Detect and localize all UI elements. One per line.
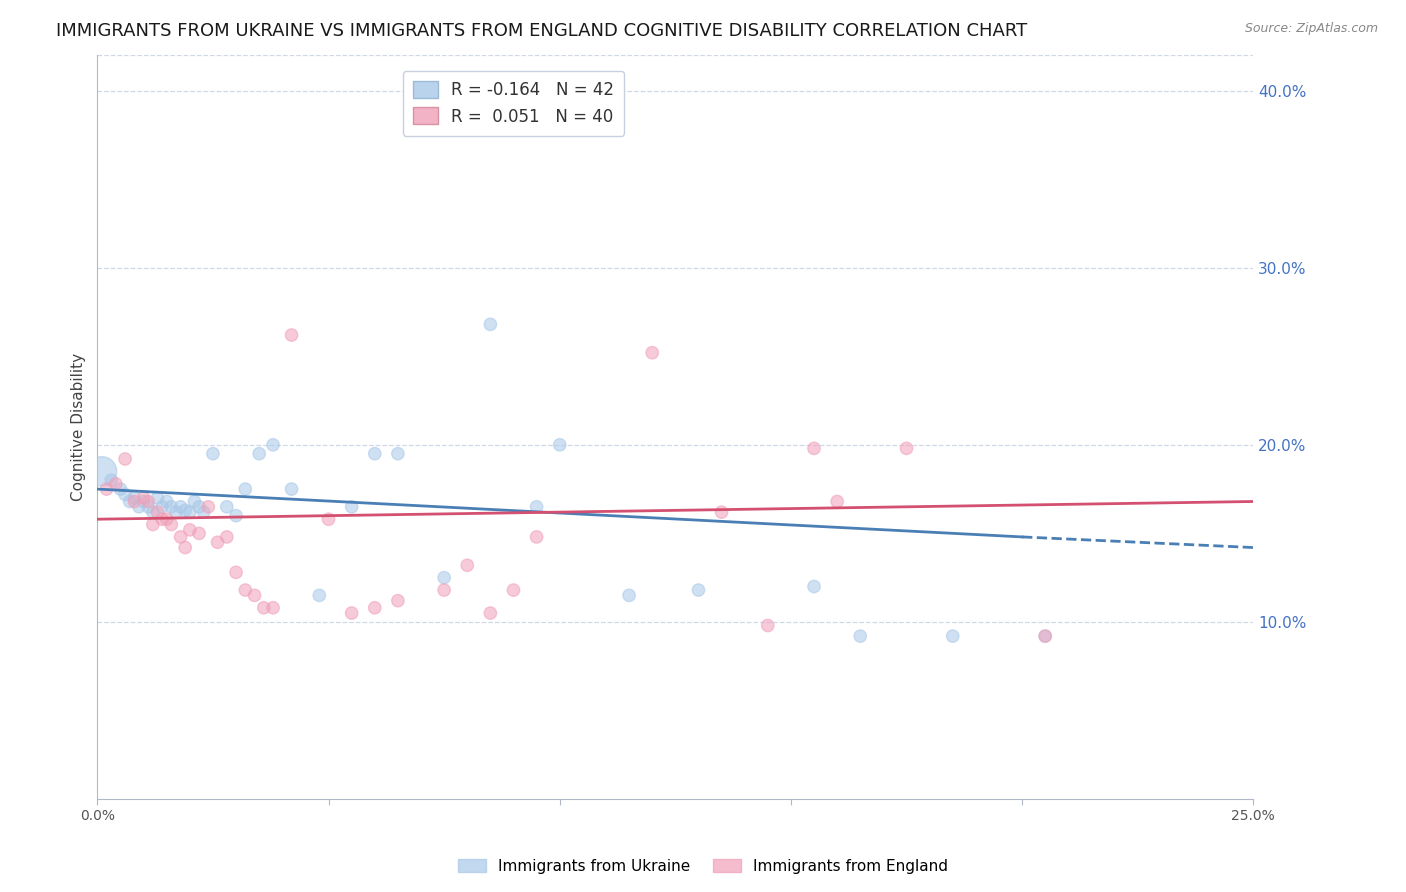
Point: [526, 530, 548, 544]
Point: [456, 558, 478, 573]
Point: [849, 629, 872, 643]
Point: [104, 476, 127, 491]
Point: [215, 530, 238, 544]
Point: [197, 500, 219, 514]
Point: [169, 530, 191, 544]
Point: [756, 618, 779, 632]
Point: [387, 593, 409, 607]
Point: [1033, 629, 1056, 643]
Point: [110, 482, 132, 496]
Point: [308, 588, 330, 602]
Legend: R = -0.164   N = 42, R =  0.051   N = 40: R = -0.164 N = 42, R = 0.051 N = 40: [402, 70, 624, 136]
Point: [318, 512, 340, 526]
Point: [253, 600, 276, 615]
Point: [142, 505, 165, 519]
Y-axis label: Cognitive Disability: Cognitive Disability: [72, 353, 86, 501]
Point: [233, 582, 256, 597]
Text: Source: ZipAtlas.com: Source: ZipAtlas.com: [1244, 22, 1378, 36]
Point: [262, 600, 284, 615]
Point: [136, 500, 159, 514]
Point: [179, 505, 201, 519]
Point: [526, 500, 548, 514]
Point: [193, 505, 215, 519]
Point: [710, 505, 733, 519]
Point: [96, 482, 118, 496]
Point: [641, 345, 664, 359]
Point: [156, 494, 179, 508]
Point: [165, 505, 187, 519]
Point: [364, 600, 387, 615]
Point: [100, 473, 122, 487]
Point: [91, 464, 114, 478]
Point: [803, 442, 825, 456]
Point: [188, 500, 211, 514]
Point: [160, 500, 183, 514]
Legend: Immigrants from Ukraine, Immigrants from England: Immigrants from Ukraine, Immigrants from…: [453, 853, 953, 880]
Point: [183, 494, 205, 508]
Point: [548, 438, 571, 452]
Point: [136, 494, 159, 508]
Point: [114, 487, 136, 501]
Point: [340, 606, 363, 620]
Point: [128, 500, 150, 514]
Point: [114, 452, 136, 467]
Point: [215, 500, 238, 514]
Point: [207, 535, 229, 549]
Point: [201, 447, 224, 461]
Point: [479, 318, 502, 332]
Point: [124, 494, 146, 508]
Point: [146, 491, 169, 505]
Point: [364, 447, 387, 461]
Point: [1033, 629, 1056, 643]
Point: [174, 541, 197, 555]
Point: [243, 588, 266, 602]
Point: [225, 566, 247, 580]
Point: [179, 523, 201, 537]
Point: [942, 629, 965, 643]
Point: [174, 503, 197, 517]
Point: [896, 442, 918, 456]
Point: [617, 588, 640, 602]
Point: [160, 517, 183, 532]
Point: [247, 447, 270, 461]
Point: [132, 494, 155, 508]
Point: [156, 512, 179, 526]
Point: [803, 580, 825, 594]
Point: [225, 508, 247, 523]
Point: [688, 582, 710, 597]
Point: [280, 328, 302, 343]
Point: [262, 438, 284, 452]
Point: [280, 482, 302, 496]
Point: [433, 582, 456, 597]
Point: [433, 571, 456, 585]
Point: [124, 491, 146, 505]
Point: [233, 482, 256, 496]
Point: [502, 582, 524, 597]
Point: [146, 505, 169, 519]
Point: [188, 526, 211, 541]
Point: [825, 494, 848, 508]
Point: [340, 500, 363, 514]
Point: [150, 500, 173, 514]
Point: [132, 491, 155, 505]
Point: [118, 494, 141, 508]
Text: IMMIGRANTS FROM UKRAINE VS IMMIGRANTS FROM ENGLAND COGNITIVE DISABILITY CORRELAT: IMMIGRANTS FROM UKRAINE VS IMMIGRANTS FR…: [56, 22, 1028, 40]
Point: [150, 512, 173, 526]
Point: [387, 447, 409, 461]
Point: [169, 500, 191, 514]
Point: [479, 606, 502, 620]
Point: [142, 517, 165, 532]
